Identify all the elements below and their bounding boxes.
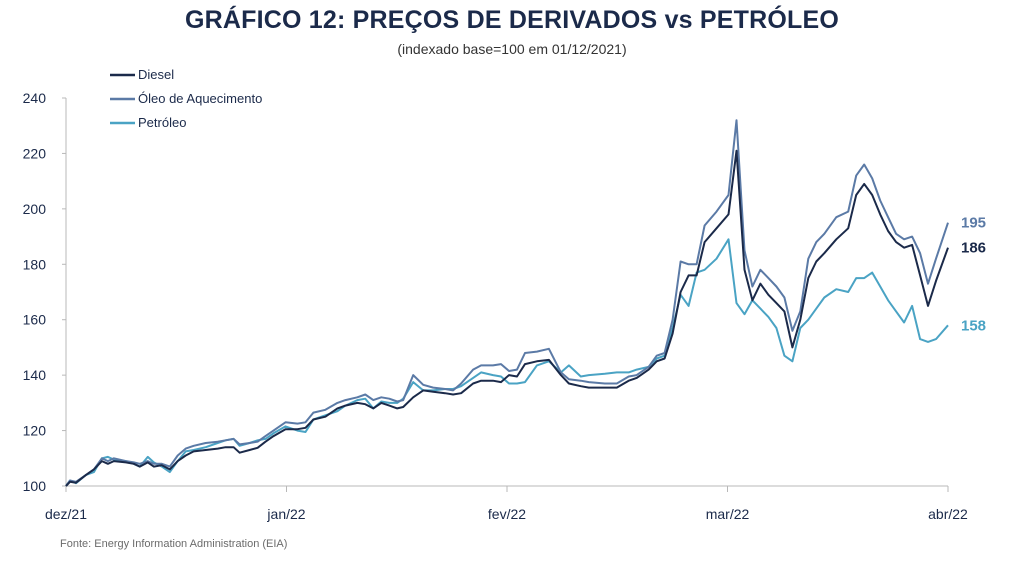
end-value-label: 195 (961, 215, 986, 232)
y-tick-label: 180 (23, 256, 47, 272)
series-line-petr-leo (65, 238, 949, 487)
x-tick-label: mar/22 (706, 506, 750, 522)
y-tick-label: 240 (23, 90, 47, 106)
y-tick-label: 100 (23, 478, 47, 494)
y-tick-label: 140 (23, 367, 47, 383)
end-value-label: 158 (961, 317, 986, 334)
x-tick-label: dez/21 (45, 506, 87, 522)
series-line--leo-de-aquecimento (65, 119, 949, 487)
axes: 100 120 140 160 180 200 220 240 dez/21 jan/22 fev/… (23, 90, 968, 522)
y-tick-label: 220 (23, 145, 47, 161)
x-tick-label: abr/22 (928, 506, 968, 522)
chart-title: GRÁFICO 12: PREÇOS DE DERIVADOS vs PETRÓ… (184, 6, 840, 34)
series-lines (65, 119, 949, 487)
x-tick-label: fev/22 (488, 506, 526, 522)
y-tick-label: 160 (23, 312, 47, 328)
source-note: Fonte: Energy Information Administration… (60, 538, 288, 550)
legend-label: Petróleo (138, 115, 186, 130)
y-tick-label: 200 (23, 201, 47, 217)
x-tick-label: jan/22 (266, 506, 305, 522)
series-line-diesel (65, 149, 949, 487)
y-tick-label: 120 (23, 423, 47, 439)
legend: Diesel Óleo de Aquecimento Petróleo (110, 67, 262, 130)
legend-label: Óleo de Aquecimento (138, 91, 262, 106)
end-value-label: 186 (961, 240, 986, 257)
legend-label: Diesel (138, 67, 174, 82)
chart-subtitle: (indexado base=100 em 01/12/2021) (397, 41, 627, 57)
end-labels: 186 195 158 (961, 215, 986, 335)
